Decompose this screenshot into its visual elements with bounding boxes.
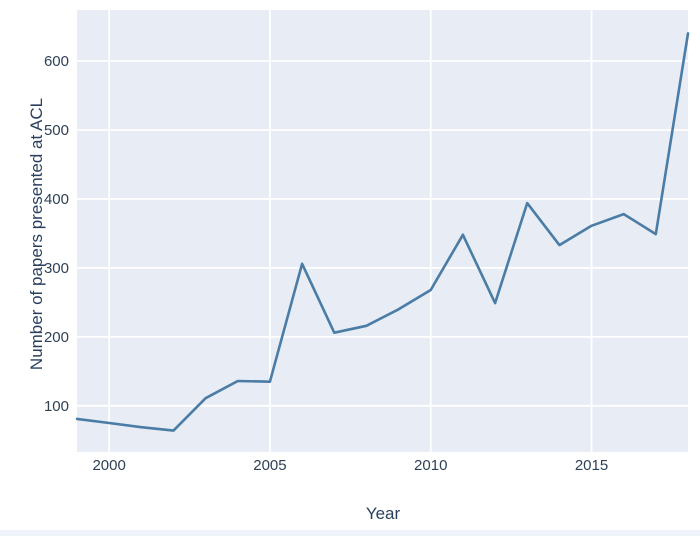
y-tick-label: 400 <box>44 191 69 208</box>
x-tick-label: 2000 <box>92 457 125 474</box>
y-tick-label: 200 <box>44 329 69 346</box>
y-tick-label: 600 <box>44 53 69 70</box>
y-tick-label: 500 <box>44 122 69 139</box>
plot-background <box>77 10 688 452</box>
x-tick-label: 2005 <box>253 457 286 474</box>
x-axis-title: Year <box>365 504 401 523</box>
x-tick-label: 2010 <box>414 457 447 474</box>
x-tick-label: 2015 <box>575 457 608 474</box>
next-chart-edge-strip <box>0 530 700 536</box>
y-tick-label: 100 <box>44 398 69 415</box>
data-line <box>75 32 690 432</box>
y-axis-title: Number of papers presented at ACL <box>27 97 46 371</box>
y-tick-label: 300 <box>44 260 69 277</box>
